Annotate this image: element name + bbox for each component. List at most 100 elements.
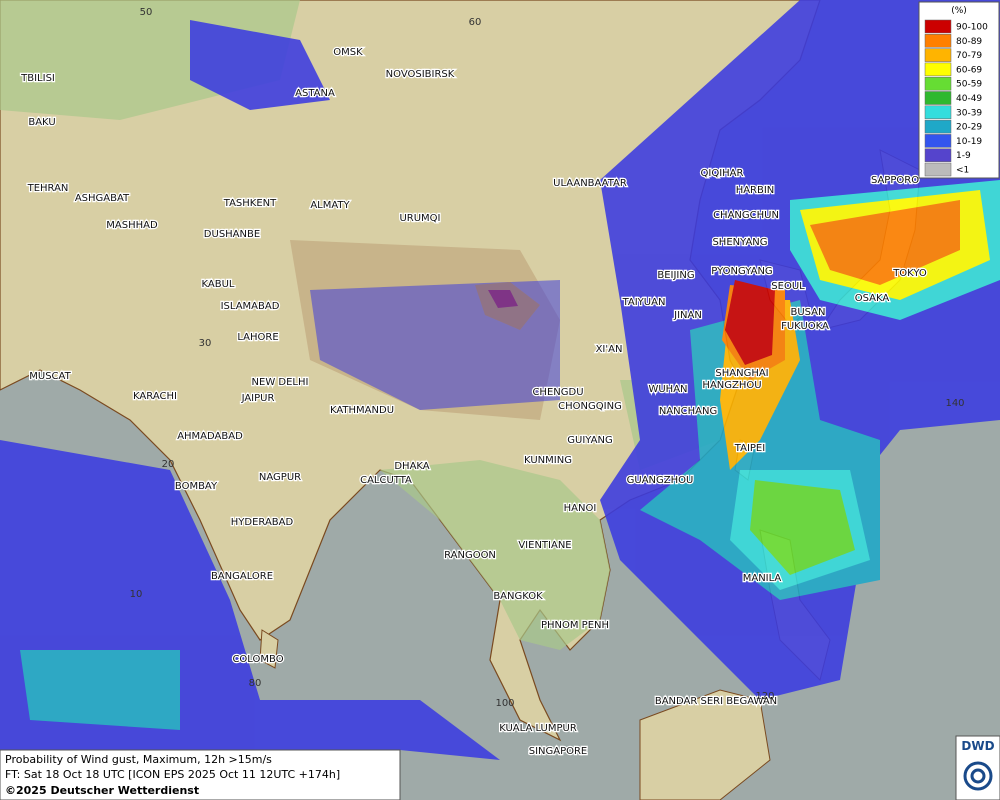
city-label: KUNMING xyxy=(524,455,572,466)
city-label: JAIPUR xyxy=(241,393,275,404)
city-label: ASTANA xyxy=(295,88,335,99)
grid-label: 80 xyxy=(249,678,262,689)
city-label: COLOMBO xyxy=(232,654,283,665)
city-label: SEOUL xyxy=(771,281,805,292)
city-label: BOMBAY xyxy=(175,481,218,492)
city-label: BANGALORE xyxy=(211,571,273,582)
city-label: DUSHANBE xyxy=(204,229,260,240)
city-label: ULAANBAATAR xyxy=(553,178,627,189)
city-label: KARACHI xyxy=(133,391,177,402)
grid-label: 10 xyxy=(130,589,143,600)
city-label: HARBIN xyxy=(736,185,775,196)
city-label: URUMQI xyxy=(399,213,440,224)
legend-label: 20-29 xyxy=(956,123,982,133)
legend-swatch xyxy=(924,19,952,34)
field-low xyxy=(190,20,330,110)
city-label: SHENYANG xyxy=(712,237,767,248)
city-label: PHNOM PENH xyxy=(541,620,609,631)
caption-line: Probability of Wind gust, Maximum, 12h >… xyxy=(5,753,272,766)
legend-label: 40-49 xyxy=(956,94,982,104)
city-label: TAIPEI xyxy=(734,443,765,454)
legend-swatch xyxy=(924,76,952,91)
city-label: SHANGHAI xyxy=(715,368,768,379)
city-label: KUALA LUMPUR xyxy=(499,723,577,734)
logo: DWD xyxy=(955,735,1000,800)
caption-line: FT: Sat 18 Oct 18 UTC [ICON EPS 2025 Oct… xyxy=(5,768,340,781)
city-label: VIENTIANE xyxy=(518,540,571,551)
city-label: XI'AN xyxy=(596,344,623,355)
logo-text: DWD xyxy=(961,739,994,753)
city-label: TASHKENT xyxy=(223,198,277,209)
legend-label: 80-89 xyxy=(956,37,982,47)
city-labels: OMSK NOVOSIBIRSK ASTANA BAKU TBILISI TEHRAN AS… xyxy=(19,46,928,759)
legend-title: (%) xyxy=(951,6,967,16)
city-label: QIQIHAR xyxy=(701,168,744,179)
caption-line: ©2025 Deutscher Wetterdienst xyxy=(5,784,199,797)
grid-label: 60 xyxy=(469,17,482,28)
city-label: NANCHANG xyxy=(659,406,717,417)
city-label: BANDAR SERI BEGAWAN xyxy=(655,696,777,707)
borneo xyxy=(639,689,771,800)
grid-labels: 50 60 30 20 10 140 80 100 120 xyxy=(130,7,965,709)
legend-swatch xyxy=(924,91,952,105)
field-20 xyxy=(20,650,180,730)
city-label: BUSAN xyxy=(790,307,825,318)
legend-label: 60-69 xyxy=(956,65,982,75)
legend-swatch xyxy=(924,34,952,48)
legend-label: 1-9 xyxy=(956,151,971,161)
logo-icon xyxy=(970,768,986,784)
city-label: TBILISI xyxy=(20,73,55,84)
caption-box xyxy=(0,749,401,800)
probability-fields xyxy=(0,0,1000,760)
logo-icon xyxy=(963,761,993,791)
legend-label: 90-100 xyxy=(956,23,988,33)
legend-swatch xyxy=(924,134,952,148)
city-label: WUHAN xyxy=(648,384,687,395)
legend-label: 70-79 xyxy=(956,51,982,61)
legend-swatch xyxy=(924,48,952,62)
legend-label: 30-39 xyxy=(956,108,982,118)
city-label: GUIYANG xyxy=(567,435,612,446)
city-label: NAGPUR xyxy=(259,472,301,483)
city-label: MASHHAD xyxy=(106,220,158,231)
field-80 xyxy=(810,200,960,285)
grid-label: 20 xyxy=(162,459,175,470)
caption: Probability of Wind gust, Maximum, 12h >… xyxy=(0,749,401,800)
city-label: HANOI xyxy=(564,503,597,514)
grid-label: 50 xyxy=(140,7,153,18)
legend: (%) 90-100 80-89 70-79 60-69 50-59 40-49 30-39… xyxy=(918,1,1000,179)
grid-label: 100 xyxy=(495,698,514,709)
city-label: MUSCAT xyxy=(29,371,71,382)
city-label: TOKYO xyxy=(892,268,927,279)
city-label: GUANGZHOU xyxy=(627,475,694,486)
legend-swatch xyxy=(924,119,952,134)
city-label: KABUL xyxy=(202,279,235,290)
city-label: TAIYUAN xyxy=(622,297,666,308)
city-label: LAHORE xyxy=(237,332,278,343)
legend-label: <1 xyxy=(956,166,969,176)
field-50 xyxy=(750,480,855,575)
city-label: FUKUOKA xyxy=(781,321,829,332)
legend-label: 10-19 xyxy=(956,137,982,147)
city-label: RANGOON xyxy=(444,550,496,561)
legend-swatch xyxy=(924,105,952,120)
city-label: BANGKOK xyxy=(493,591,543,602)
legend-swatch xyxy=(924,62,952,77)
city-label: NOVOSIBIRSK xyxy=(386,69,455,80)
city-label: KATHMANDU xyxy=(330,405,394,416)
city-label: DHAKA xyxy=(394,461,429,472)
city-label: ASHGABAT xyxy=(75,193,130,204)
city-label: PYONGYANG xyxy=(711,266,772,277)
city-label: TEHRAN xyxy=(27,183,69,194)
legend-swatch xyxy=(924,148,952,162)
grid-label: 140 xyxy=(945,398,964,409)
city-label: MANILA xyxy=(743,573,782,584)
grid-label: 30 xyxy=(199,338,212,349)
city-label: OMSK xyxy=(333,47,363,58)
city-label: HANGZHOU xyxy=(702,380,761,391)
city-label: CHENGDU xyxy=(532,387,583,398)
city-label: ALMATY xyxy=(310,200,350,211)
city-label: BAKU xyxy=(28,117,55,128)
city-label: JINAN xyxy=(673,310,702,321)
